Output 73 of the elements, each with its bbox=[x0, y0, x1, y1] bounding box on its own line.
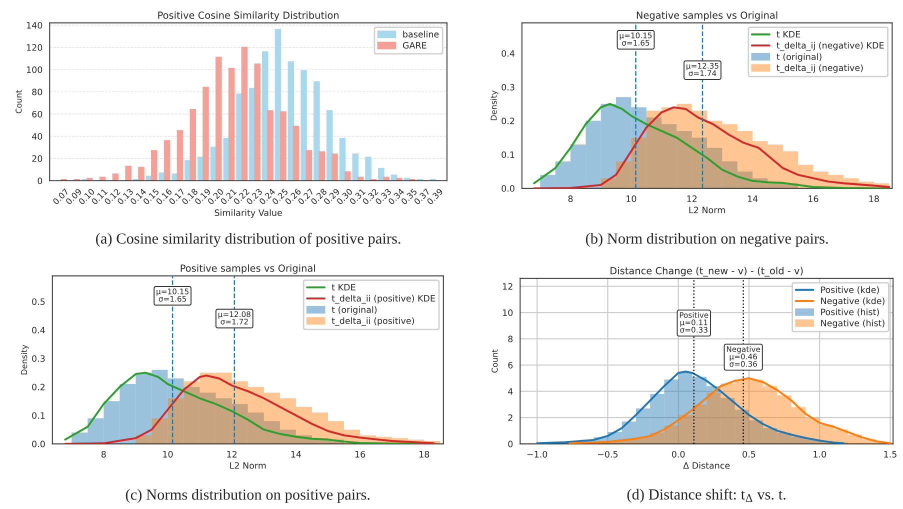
legend-label: t_delta_ij (negative) bbox=[776, 64, 863, 74]
y-tick-label: 12 bbox=[503, 283, 512, 290]
x-axis-title: Similarity Value bbox=[214, 209, 282, 218]
x-axis-title: L2 Norm bbox=[230, 462, 266, 469]
y-tick-label: 0.2 bbox=[502, 118, 514, 124]
y-tick-label: 100 bbox=[26, 66, 42, 74]
y-tick-label: 0.4 bbox=[502, 50, 514, 57]
x-tick-label: 8 bbox=[101, 450, 106, 458]
legend-label: t (original) bbox=[332, 306, 377, 315]
legend-label: Positive (kde) bbox=[821, 286, 879, 294]
y-axis-title: Count bbox=[492, 349, 498, 373]
x-tick-label: 16 bbox=[355, 450, 366, 458]
y-tick-label: 0.5 bbox=[32, 298, 45, 305]
legend-label: t_delta_ij (negative) KDE bbox=[776, 42, 884, 51]
x-tick-label: 0.0 bbox=[672, 450, 685, 458]
y-tick-label: 0.4 bbox=[32, 326, 45, 334]
chart-title: Positive samples vs Original bbox=[180, 264, 315, 274]
chart-title: Negative samples vs Original bbox=[636, 11, 778, 21]
x-tick-label: −1.0 bbox=[527, 450, 548, 458]
x-tick-label: 10 bbox=[626, 195, 636, 202]
legend-label: t KDE bbox=[776, 31, 800, 38]
x-tick-label: 1.0 bbox=[814, 450, 826, 458]
y-tick-label: 0.3 bbox=[32, 355, 45, 362]
chart-title: Distance Change (t_new - v) - (t_old - v) bbox=[610, 266, 803, 277]
chart-title: Positive Cosine Similarity Distribution bbox=[158, 11, 339, 21]
x-tick-label: 18 bbox=[869, 195, 879, 202]
y-axis-title: Count bbox=[16, 90, 22, 114]
y-tick-label: 60 bbox=[32, 110, 42, 118]
legend-label: GARE bbox=[402, 42, 426, 49]
legend-label: t_delta_ii (positive) bbox=[332, 317, 414, 326]
y-axis-title: Density bbox=[490, 90, 498, 120]
y-tick-label: 0.1 bbox=[32, 412, 45, 419]
x-tick-label: 14 bbox=[291, 451, 302, 458]
y-tick-label: 4 bbox=[508, 388, 513, 395]
y-tick-label: 10 bbox=[503, 309, 513, 316]
x-tick-label: 18 bbox=[420, 450, 430, 458]
x-tick-label: 12 bbox=[227, 450, 237, 458]
legend-label: t (original) bbox=[776, 53, 822, 62]
y-tick-label: 80 bbox=[32, 88, 42, 96]
y-tick-label: 0.3 bbox=[502, 84, 514, 90]
y-tick-label: 2 bbox=[508, 414, 512, 421]
text: (c) Norms distribution on positive pairs. bbox=[126, 489, 370, 503]
x-axis-title: L2 Norm bbox=[689, 206, 725, 214]
legend-label: Negative (kde) bbox=[821, 297, 884, 306]
x-tick-label: 14 bbox=[748, 196, 758, 202]
y-tick-label: 6 bbox=[508, 362, 513, 369]
x-tick-label: 10 bbox=[163, 450, 173, 458]
y-tick-label: 0.2 bbox=[32, 384, 45, 390]
legend-label: baseline bbox=[403, 30, 439, 38]
y-tick-label: 0.0 bbox=[32, 440, 45, 448]
x-tick-label: 0.5 bbox=[742, 450, 756, 458]
y-tick-label: 20 bbox=[32, 155, 42, 162]
text: (a) Cosine similarity distribution of positive pairs. bbox=[96, 232, 400, 247]
y-tick-label: 40 bbox=[32, 133, 42, 140]
text: (b) Norm distribution on negative pairs. bbox=[586, 232, 828, 247]
y-tick-label: 120 bbox=[26, 44, 42, 51]
y-tick-label: 0.1 bbox=[502, 151, 514, 158]
text: (d) Distance shift: t$_{Δ}$ vs. t. bbox=[627, 488, 786, 503]
y-tick-label: 0 bbox=[508, 440, 513, 448]
x-tick-label: 1.5 bbox=[884, 451, 896, 458]
legend-label: Positive (hist) bbox=[821, 308, 879, 316]
x-axis-title: Δ Distance bbox=[683, 462, 730, 469]
legend-label: Negative (hist) bbox=[821, 320, 884, 328]
x-tick-label: −0.5 bbox=[598, 450, 618, 458]
legend-label: t_delta_ii (positive) KDE bbox=[332, 294, 435, 304]
y-tick-label: 140 bbox=[26, 22, 42, 29]
y-tick-label: 0 bbox=[38, 178, 42, 184]
x-tick-label: 8 bbox=[568, 195, 573, 202]
y-tick-label: 8 bbox=[508, 336, 513, 342]
x-tick-label: 12 bbox=[687, 195, 697, 202]
y-axis-title: Density bbox=[20, 344, 29, 374]
x-tick-label: 16 bbox=[808, 195, 818, 202]
legend-label: t KDE bbox=[332, 284, 356, 290]
